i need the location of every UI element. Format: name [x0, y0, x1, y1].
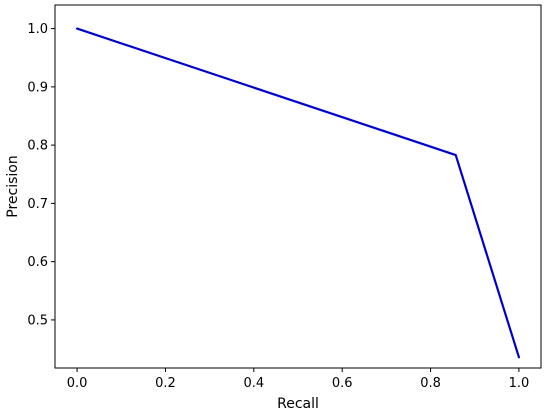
y-tick-label: 0.5	[27, 313, 48, 328]
y-axis-label: Precision	[5, 155, 21, 217]
y-tick-label: 0.7	[27, 197, 48, 212]
x-tick-label: 0.2	[155, 376, 176, 391]
x-tick-label: 0.6	[332, 376, 353, 391]
axes: 0.0 0.2 0.4 0.6 0.8 1.0 0.5 0.6 0.7 0.8 0.9 1.0	[27, 4, 542, 391]
x-tick-label: 0.4	[243, 376, 264, 391]
axes-frame	[54, 4, 542, 369]
y-tick-label: 1.0	[27, 22, 48, 37]
series-line-1	[75, 27, 521, 359]
x-tick-label: 1.0	[509, 376, 530, 391]
x-tick-label: 0.0	[67, 376, 88, 391]
y-tick-label: 0.6	[27, 255, 48, 270]
plot-area	[75, 27, 521, 359]
y-tick-label: 0.8	[27, 139, 48, 154]
x-tick-label: 0.8	[420, 376, 441, 391]
y-tick-label: 0.9	[27, 80, 48, 95]
x-axis-label: Recall	[277, 396, 319, 412]
